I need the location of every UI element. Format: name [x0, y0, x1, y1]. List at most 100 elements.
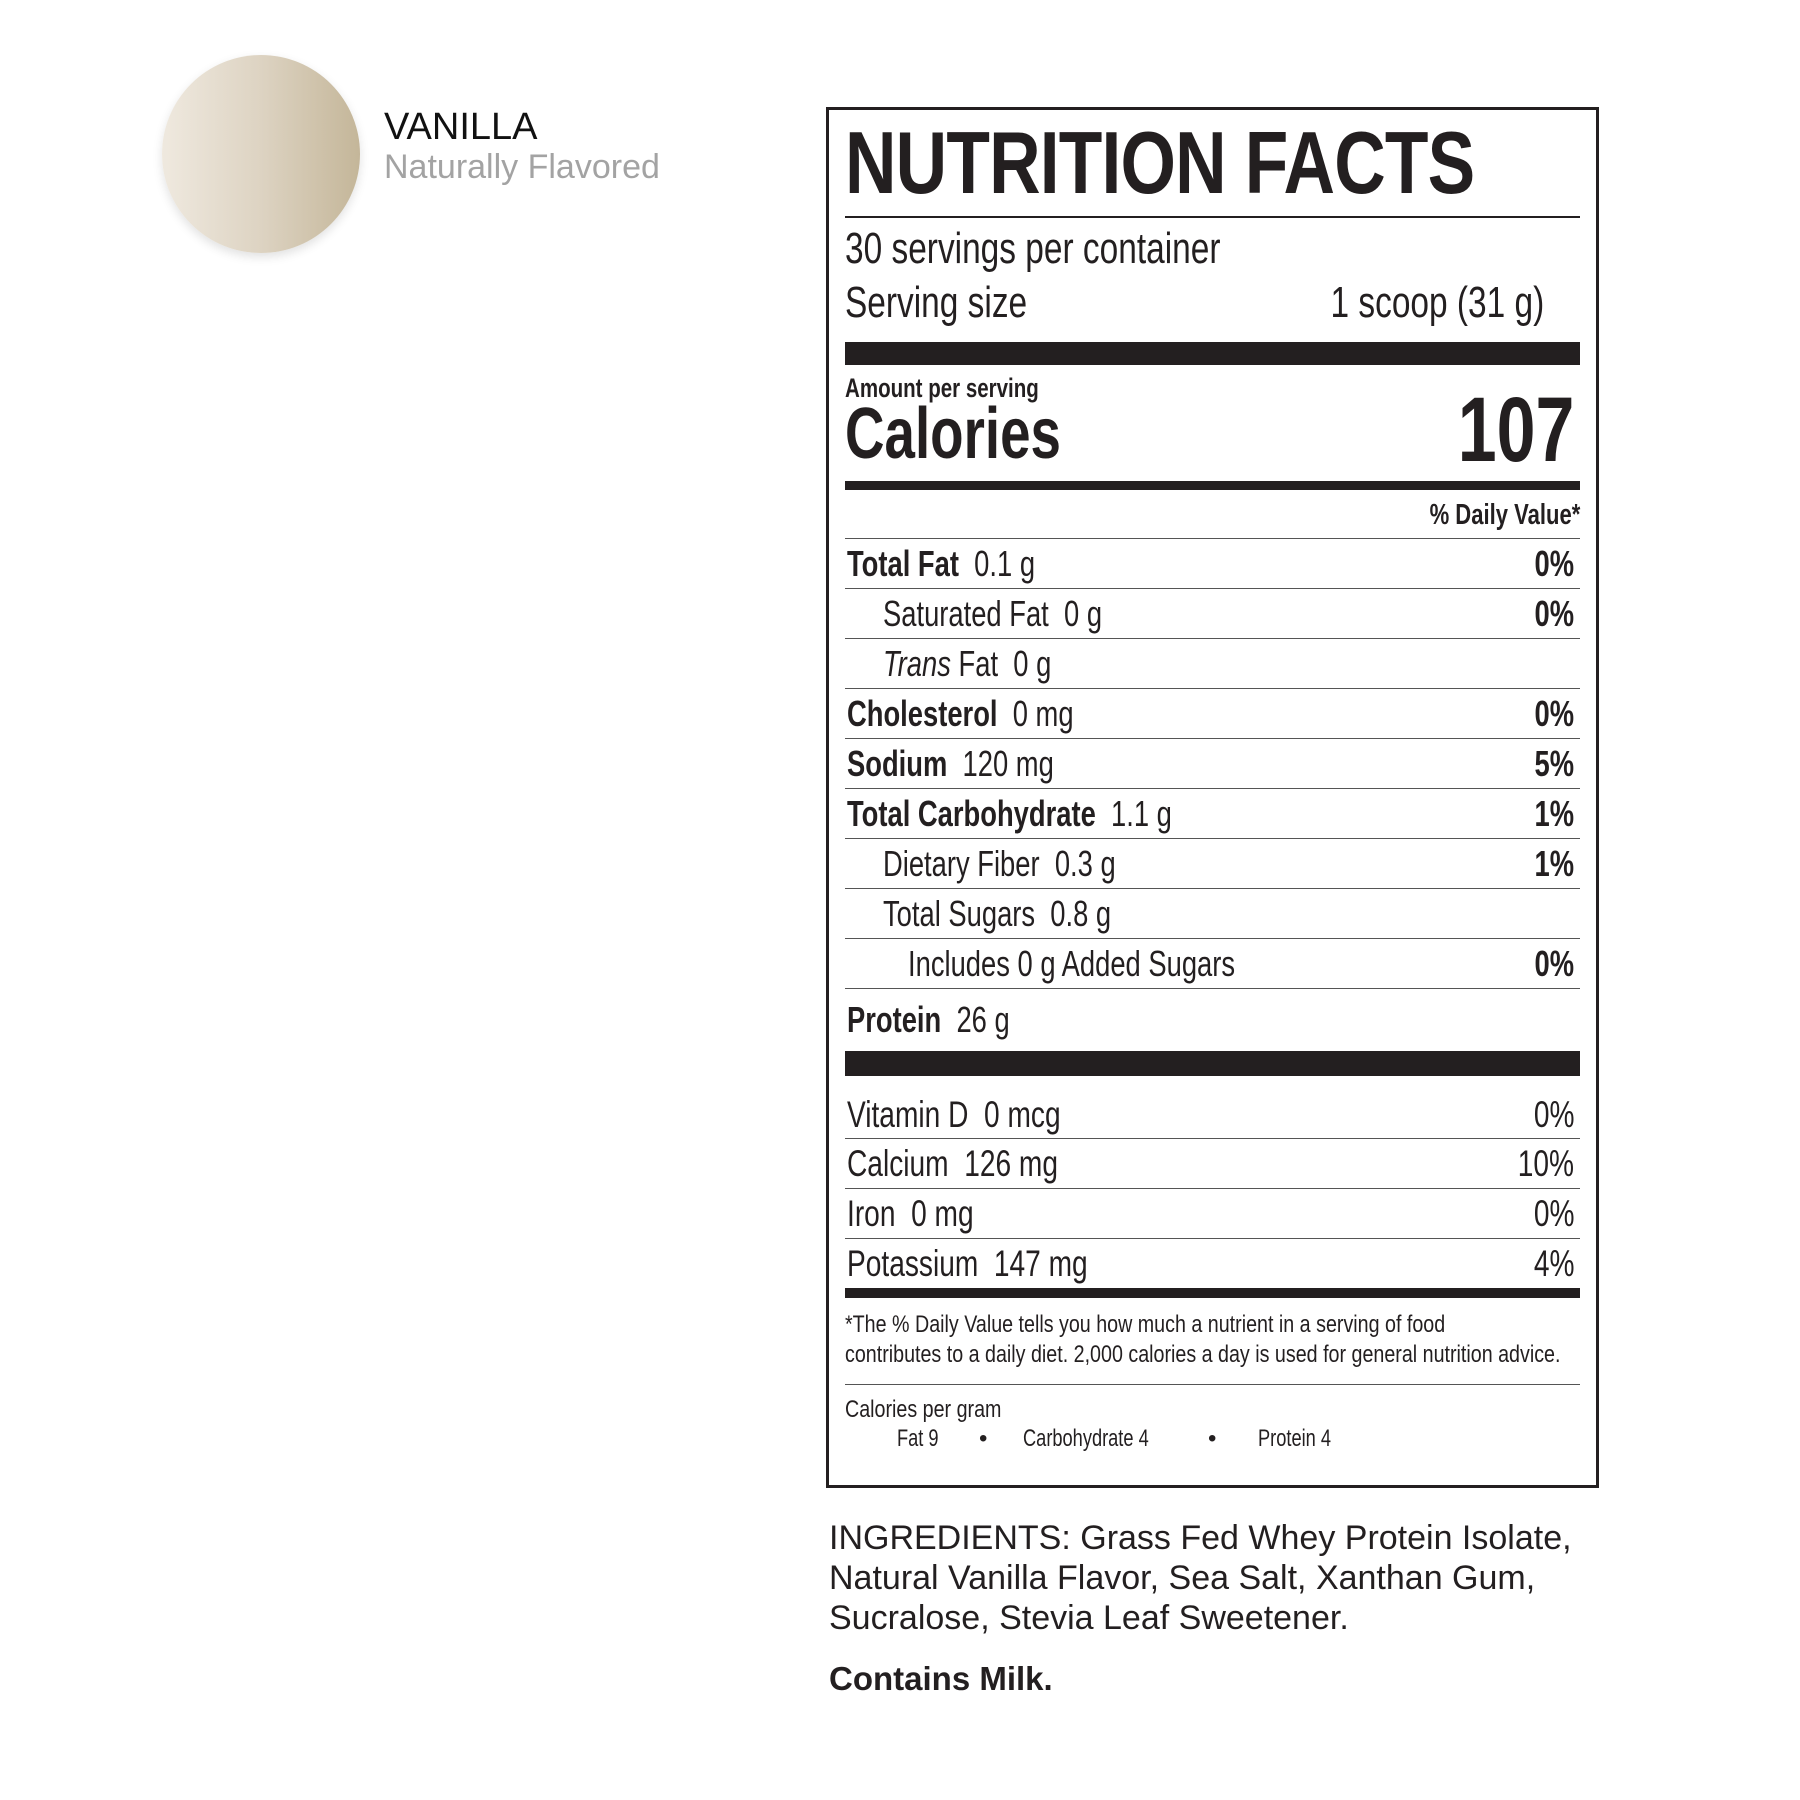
nutrient-amount: 26 g: [956, 999, 1010, 1040]
nutrient-name-group: Total Sugars 0.8 g: [883, 893, 1111, 935]
ingredients-line: INGREDIENTS: Grass Fed Whey Protein Isol…: [829, 1519, 1572, 1557]
nutrient-list: Total Fat 0.1 g 0% Saturated Fat 0 g 0% Tran…: [845, 539, 1580, 1051]
calories-label: Calories: [845, 394, 1061, 474]
nutrient-name-group: Total Carbohydrate 1.1 g: [847, 793, 1172, 835]
nutrient-name: Includes 0 g Added Sugars: [908, 942, 1236, 984]
daily-value-header-text: % Daily Value*: [1429, 499, 1580, 531]
footnote: *The % Daily Value tells you how much a …: [845, 1310, 1580, 1385]
label-title-text: NUTRITION FACTS: [845, 113, 1475, 212]
nutrient-amount: 0.1 g: [974, 542, 1036, 584]
amount-per-serving-text: Amount per serving: [845, 373, 1039, 403]
nutrient-row: Protein 26 g: [845, 989, 1580, 1051]
cpg-protein: Protein 4: [1258, 1425, 1332, 1452]
vitamin-amount: 0 mg: [911, 1192, 974, 1234]
nutrient-amount: 0 mg: [1012, 692, 1074, 734]
nutrient-row: Includes 0 g Added Sugars 0%: [845, 939, 1580, 989]
daily-value-header: % Daily Value*: [845, 490, 1580, 539]
footnote-line: *The % Daily Value tells you how much a …: [845, 1311, 1446, 1338]
vitamin-row: Iron 0 mg 0%: [845, 1189, 1580, 1239]
flavor-swatch: [162, 55, 360, 253]
nutrient-name-group: Sodium 120 mg: [847, 743, 1054, 785]
vitamin-name: Iron: [847, 1192, 896, 1234]
vitamin-name: Calcium: [847, 1142, 949, 1184]
nutrient-row: Total Carbohydrate 1.1 g 1%: [845, 789, 1580, 839]
vitamin-name-group: Potassium 147 mg: [847, 1243, 1088, 1285]
nutrient-daily-value: 0%: [1534, 942, 1574, 984]
nutrient-amount: 1.1 g: [1111, 792, 1172, 834]
flavor-name: VANILLA: [384, 106, 538, 148]
nutrient-name: Dietary Fiber: [883, 842, 1040, 884]
vitamin-daily-value: 10%: [1517, 1142, 1574, 1184]
medium-divider: [845, 481, 1580, 490]
nutrient-name-group: Total Fat 0.1 g: [847, 543, 1035, 585]
servings-per-container: 30 servings per container: [845, 222, 1580, 276]
nutrient-name: Cholesterol: [847, 692, 998, 734]
nutrient-daily-value: 0%: [1534, 542, 1574, 584]
servings-text: 30 servings per container: [845, 224, 1221, 273]
ingredients-line: Natural Vanilla Flavor, Sea Salt, Xantha…: [829, 1559, 1536, 1597]
nutrient-daily-value: 0%: [1534, 592, 1574, 634]
medium-divider: [845, 1288, 1580, 1298]
nutrient-name: Fat: [958, 642, 999, 684]
thick-divider: [845, 1051, 1580, 1076]
nutrient-name-group: Protein 26 g: [847, 999, 1010, 1041]
nutrient-row: Cholesterol 0 mg 0%: [845, 689, 1580, 739]
serving-size-row: Serving size 1 scoop (31 g): [845, 276, 1580, 332]
vitamin-row: Vitamin D 0 mcg 0%: [845, 1076, 1580, 1139]
flavor-subtitle: Naturally Flavored: [384, 148, 660, 186]
vitamin-list: Vitamin D 0 mcg 0% Calcium 126 mg 10% Iron 0…: [845, 1076, 1580, 1288]
nutrient-amount: 0.8 g: [1050, 892, 1112, 934]
calories-per-gram-label: Calories per gram: [845, 1396, 1002, 1423]
nutrient-row: Total Sugars 0.8 g: [845, 889, 1580, 939]
nutrient-name: Saturated Fat: [883, 592, 1049, 634]
nutrient-name: Total Fat: [847, 542, 959, 584]
nutrient-name-group: Trans Fat 0 g: [883, 643, 1051, 685]
vitamin-row: Calcium 126 mg 10%: [845, 1139, 1580, 1189]
nutrient-amount: 0 g: [1063, 592, 1103, 634]
calories-per-gram: Calories per gram: [845, 1395, 1580, 1425]
nutrient-daily-value: 1%: [1534, 842, 1574, 884]
cpg-carbohydrate: Carbohydrate 4: [1023, 1425, 1149, 1452]
nutrient-row: Saturated Fat 0 g 0%: [845, 589, 1580, 639]
nutrient-daily-value: 5%: [1534, 742, 1574, 784]
nutrition-facts-label: NUTRITION FACTS 30 servings per containe…: [826, 107, 1599, 1488]
vitamin-amount: 126 mg: [964, 1142, 1058, 1184]
nutrient-daily-value: 1%: [1534, 792, 1574, 834]
nutrient-row: Sodium 120 mg 5%: [845, 739, 1580, 789]
nutrient-name-italic: Trans: [883, 642, 951, 684]
serving-size-value: 1 scoop (31 g): [1330, 278, 1544, 327]
label-title: NUTRITION FACTS: [845, 110, 1580, 218]
vitamin-amount: 0 mcg: [984, 1094, 1061, 1135]
nutrient-name: Sodium: [847, 742, 948, 784]
nutrient-amount: 0.3 g: [1054, 842, 1116, 884]
vitamin-name-group: Iron 0 mg: [847, 1193, 974, 1235]
vitamin-daily-value: 0%: [1533, 1192, 1574, 1234]
vitamin-name: Potassium: [847, 1242, 979, 1284]
footnote-line: contributes to a daily diet. 2,000 calor…: [845, 1341, 1561, 1368]
nutrient-name-group: Includes 0 g Added Sugars: [908, 943, 1235, 985]
nutrient-name-group: Saturated Fat 0 g: [883, 593, 1102, 635]
vitamin-daily-value: 0%: [1533, 1094, 1574, 1135]
calories-row: Calories 107: [845, 384, 1580, 476]
bullet-separator: •: [979, 1425, 988, 1452]
allergen-statement: Contains Milk.: [829, 1660, 1053, 1697]
ingredients: INGREDIENTS: Grass Fed Whey Protein Isol…: [829, 1518, 1589, 1638]
thick-divider: [845, 342, 1580, 365]
nutrient-daily-value: 0%: [1534, 692, 1574, 734]
calories-per-gram-values: Fat 9 • Carbohydrate 4 • Protein 4: [845, 1425, 1580, 1457]
calories-value: 107: [1457, 379, 1574, 481]
nutrient-name: Total Carbohydrate: [847, 792, 1096, 834]
nutrient-amount: 0 g: [1013, 642, 1052, 684]
vitamin-name-group: Vitamin D 0 mcg: [847, 1094, 1061, 1136]
vitamin-daily-value: 4%: [1533, 1242, 1574, 1284]
nutrient-row: Total Fat 0.1 g 0%: [845, 539, 1580, 589]
nutrient-name: Protein: [847, 999, 942, 1040]
vitamin-amount: 147 mg: [993, 1242, 1088, 1284]
nutrient-name-group: Cholesterol 0 mg: [847, 693, 1074, 735]
nutrient-row: Trans Fat 0 g: [845, 639, 1580, 689]
serving-size-label: Serving size: [845, 278, 1028, 327]
nutrient-name-group: Dietary Fiber 0.3 g: [883, 843, 1116, 885]
nutrient-name: Total Sugars: [883, 892, 1036, 934]
vitamin-name-group: Calcium 126 mg: [847, 1143, 1058, 1185]
vitamin-name: Vitamin D: [847, 1094, 969, 1135]
